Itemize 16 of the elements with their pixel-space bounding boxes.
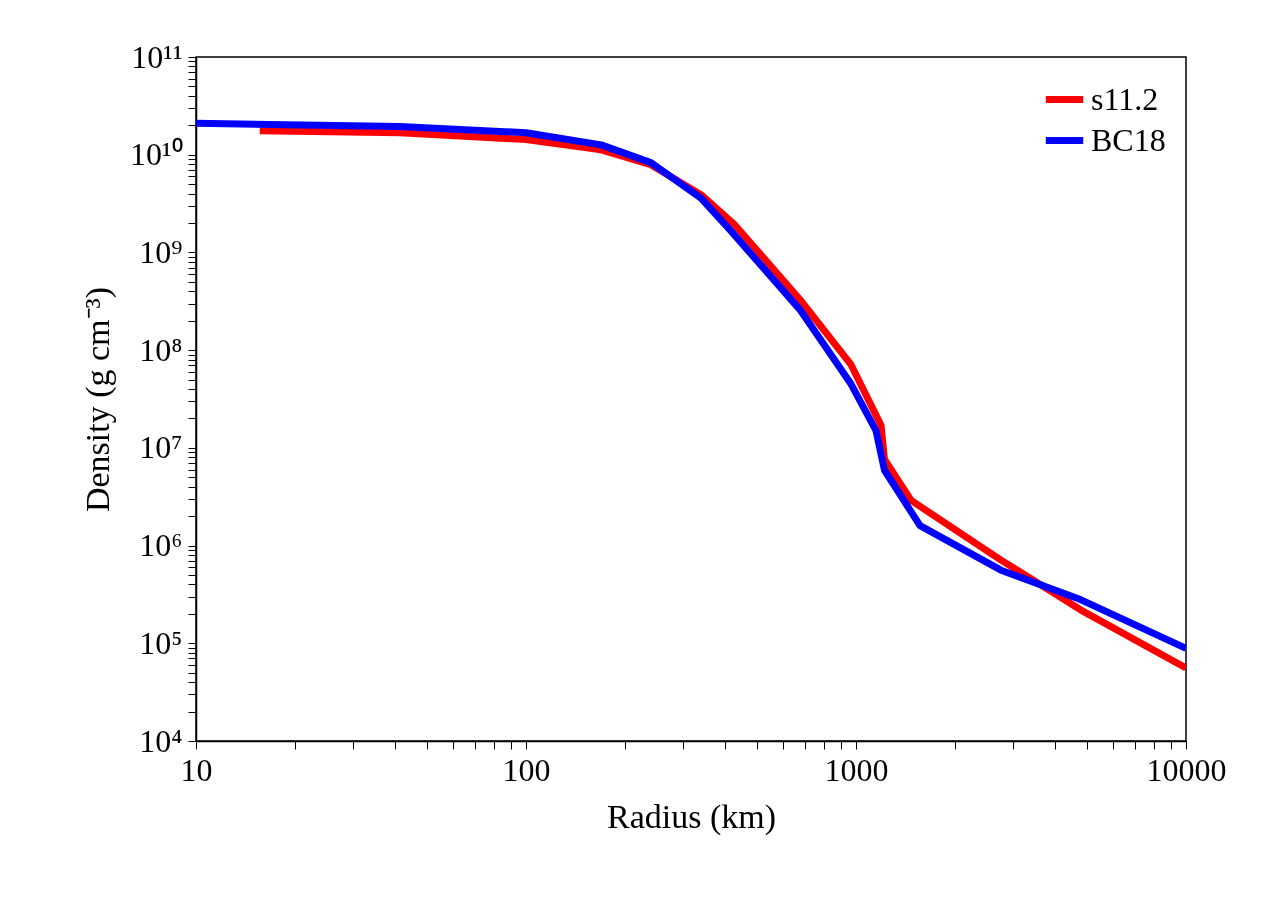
y-tick-label: 10¹¹ (131, 38, 183, 75)
legend-label: s11.2 (1091, 80, 1159, 117)
y-tick-label: 10⁹ (139, 233, 183, 270)
x-tick-label: 10 (180, 751, 213, 788)
x-tick-label: 10000 (1146, 751, 1227, 788)
y-tick-label: 10⁷ (139, 429, 183, 466)
y-tick-label: 10⁴ (139, 722, 183, 759)
y-axis-title: Density (g cm⁻³) (78, 286, 117, 513)
y-tick-label: 10⁸ (139, 331, 183, 368)
legend-label: BC18 (1091, 121, 1166, 158)
x-tick-label: 100 (502, 751, 551, 788)
x-tick-label: 1000 (824, 751, 889, 788)
y-tick-label: 10⁶ (139, 527, 183, 564)
y-tick-label: 10⁵ (139, 624, 183, 661)
x-axis-title: Radius (km) (606, 797, 777, 836)
y-tick-label: 10¹⁰ (129, 136, 183, 173)
